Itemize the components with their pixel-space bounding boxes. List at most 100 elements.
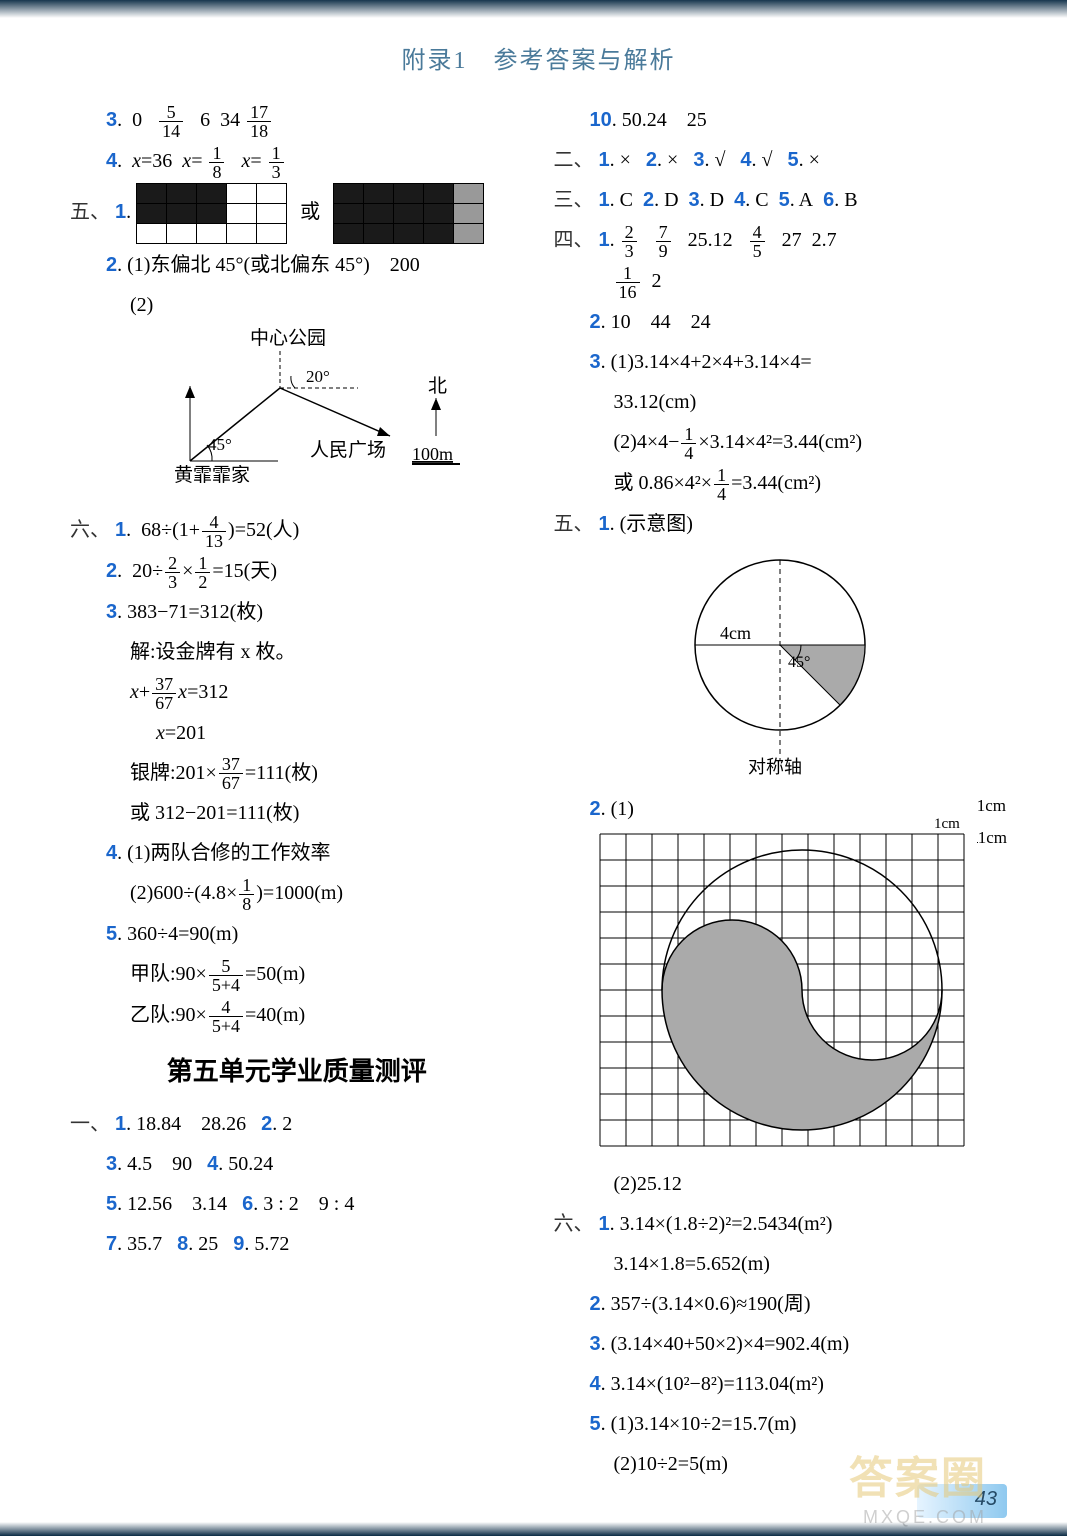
- u51-l4: 7. 35.7 8. 25 9. 5.72: [70, 1225, 524, 1263]
- u5-v4: 50.24: [228, 1153, 273, 1175]
- q4-eq2a: x=: [231, 150, 261, 172]
- u5-n4: 4: [207, 1153, 218, 1175]
- r-sec3: 三、 1. C 2. D 3. D 4. C 5. A 6. B: [554, 181, 1008, 219]
- page-root: 附录1 参考答案与解析 3. 0 514 6 34 1718 4. x=36 x…: [0, 0, 1067, 1525]
- r5-1t: (示意图): [620, 513, 693, 535]
- grid-svg: 1cm: [590, 830, 970, 1150]
- r4f2: 79: [656, 223, 671, 260]
- u51-l2: 3. 4.5 90 4. 50.24: [70, 1145, 524, 1183]
- r5-2: 2: [590, 798, 601, 820]
- r3-2: 2: [643, 189, 654, 211]
- r-sec4-q3c: 或 0.86×4²×14=3.44(cm²): [554, 464, 1008, 503]
- u5-sec1-label: 一、: [70, 1113, 110, 1135]
- r-l10: 10. 50.24 25: [554, 101, 1008, 139]
- page-header: 附录1 参考答案与解析: [70, 40, 1007, 75]
- r4-2t: 10 44 24: [611, 311, 711, 333]
- r-sec5-q1: 五、 1. (示意图): [554, 505, 1008, 543]
- angle-20: 20°: [306, 367, 330, 386]
- sec6-q2-text: 20÷23×12=15(天): [127, 560, 277, 582]
- q3-frac1: 514: [159, 103, 183, 140]
- r2-4: 4: [740, 149, 751, 171]
- sec6-q1-num: 1: [115, 519, 126, 541]
- r2-5: 5: [788, 149, 799, 171]
- r5-1: 1: [599, 513, 610, 535]
- q52-num: 2: [106, 254, 117, 276]
- sec5-label: 五、: [70, 201, 110, 223]
- circle-4cm: 4cm: [720, 623, 751, 643]
- r6-2t: 357÷(3.14×0.6)≈190(周): [611, 1293, 811, 1315]
- renmin-sq: 人民广场: [310, 439, 386, 461]
- r-sec4-label: 四、: [554, 229, 594, 251]
- sec6-q5a: 5. 360÷4=90(m): [70, 915, 524, 953]
- r4-3: 3: [590, 351, 601, 373]
- sec6-q5-ta: 360÷4=90(m): [127, 923, 238, 945]
- sec6-q5-num: 5: [106, 923, 117, 945]
- sec6-q4-ta: (1)两队合修的工作效率: [127, 842, 330, 864]
- u5-v3: 4.5 90: [127, 1153, 192, 1175]
- r-sec4-q3a: 3. (1)3.14×4+2×4+3.14×4=: [554, 343, 1008, 381]
- north-label: 北: [428, 375, 447, 397]
- r2-1: 1: [599, 149, 610, 171]
- r-sec4-q3b: (2)4×4−14×3.14×4²=3.44(cm²): [554, 423, 1008, 462]
- r-sec2-label: 二、: [554, 149, 594, 171]
- r6-4: 4: [590, 1373, 601, 1395]
- q3-frac2: 1718: [247, 103, 271, 140]
- sec6-q3-a: 383−71=312(枚): [127, 601, 263, 623]
- scale-100m: 100m: [412, 444, 453, 464]
- circle-figure: 4cm 45° 对称轴: [554, 545, 1008, 788]
- sec6-q3b: 解:设金牌有 x 枚。: [70, 633, 524, 671]
- grid-B: [333, 183, 484, 244]
- sec6-q4-num: 4: [106, 842, 117, 864]
- u5-v9: 5.72: [254, 1233, 289, 1255]
- sec6-q1-text: 68÷(1+413)=52(人): [136, 519, 299, 541]
- r-sec3-label: 三、: [554, 189, 594, 211]
- huang-home: 黄霏霏家: [174, 464, 250, 486]
- r4f4: 116: [616, 264, 640, 301]
- u5-n7: 7: [106, 1233, 117, 1255]
- sec6-q1: 六、 1. 68÷(1+413)=52(人): [70, 511, 524, 550]
- sec6-q5b: 甲队:90×55+4=50(m): [70, 955, 524, 994]
- r3-4: 4: [734, 189, 745, 211]
- q3-num: 3: [106, 109, 117, 131]
- svg-text:1cm: 1cm: [934, 816, 960, 832]
- r-sec6-q1a: 六、 1. 3.14×(1.8÷2)²=2.5434(m²): [554, 1205, 1008, 1243]
- r-sec2: 二、 1. × 2. × 3. √ 4. √ 5. ×: [554, 141, 1008, 179]
- sec6-q3-num: 3: [106, 601, 117, 623]
- u5-n1: 1: [115, 1113, 126, 1135]
- u5-v8: 25: [198, 1233, 218, 1255]
- sec6-q3e: 银牌:201×3767=111(枚): [70, 754, 524, 793]
- u5-n9: 9: [233, 1233, 244, 1255]
- r-sec5-label: 五、: [554, 513, 594, 535]
- r3-6: 6: [823, 189, 834, 211]
- circle-svg: 4cm 45° 对称轴: [670, 545, 890, 775]
- r-sec4-q3a2: 33.12(cm): [554, 383, 1008, 421]
- r-sec6-q4: 4. 3.14×(10²−8²)=113.04(m²): [554, 1365, 1008, 1403]
- sec6-q2-num: 2: [106, 560, 117, 582]
- two-columns: 3. 0 514 6 34 1718 4. x=36 x= 18 x= 13 五…: [70, 99, 1007, 1485]
- unit5-title: 第五单元学业质量测评: [70, 1047, 524, 1096]
- r-sec4-q2: 2. 10 44 24: [554, 303, 1008, 341]
- q4-frac1: 18: [209, 144, 224, 181]
- sec6-q2: 2. 20÷23×12=15(天): [70, 552, 524, 591]
- sec5-row: 五、 1. 或: [70, 183, 524, 244]
- r-sec6-q3: 3. (3.14×40+50×2)×4=902.4(m): [554, 1325, 1008, 1363]
- r6-3t: (3.14×40+50×2)×4=902.4(m): [611, 1333, 850, 1355]
- sec6-q3c: x+3767x=312: [70, 673, 524, 712]
- r5-2p1: (1): [611, 798, 634, 820]
- r6-5: 5: [590, 1413, 601, 1435]
- page-number-badge: 43: [917, 1484, 1007, 1518]
- r6-5a: (1)3.14×10÷2=15.7(m): [611, 1413, 797, 1435]
- circle-45: 45°: [788, 654, 810, 671]
- sec6-q4b: (2)600÷(4.8×18)=1000(m): [70, 874, 524, 913]
- q4-frac2: 13: [269, 144, 284, 181]
- r5-scale1: 1cm1cm: [977, 790, 1007, 855]
- axis-label: 对称轴: [748, 757, 802, 777]
- r-sec6-label: 六、: [554, 1213, 594, 1235]
- r-sec4-q1: 四、 1. 23 79 25.12 45 27 2.7: [554, 221, 1008, 260]
- r4-1: 1: [599, 229, 610, 251]
- r4-3a: (1)3.14×4+2×4+3.14×4=: [611, 351, 812, 373]
- r-sec6-q5a: 5. (1)3.14×10÷2=15.7(m): [554, 1405, 1008, 1443]
- r5-2p2: (2)25.12: [554, 1165, 1008, 1203]
- r2-2: 2: [646, 149, 657, 171]
- u5-v1: 18.84 28.26: [136, 1113, 246, 1135]
